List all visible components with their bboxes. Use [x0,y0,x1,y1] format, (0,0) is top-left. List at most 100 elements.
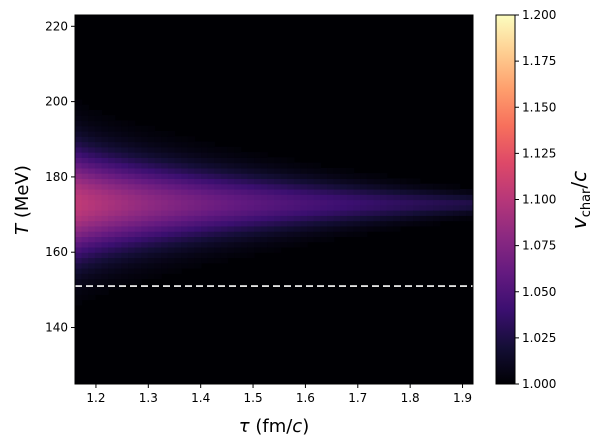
heatmap-cell [393,220,401,227]
heatmap-cell [214,241,222,248]
colorbar-tick-label: 1.150 [522,100,556,114]
heatmap-cell [227,231,235,237]
heatmap-cell [453,183,461,190]
heatmap-cell [274,241,282,248]
heatmap-cell [406,210,414,216]
heatmap-cell [94,120,103,127]
heatmap-cell [234,215,242,222]
x-tick-label: 1.3 [139,391,158,405]
heatmap-cell [81,146,89,153]
heatmap-cell [201,167,209,174]
heatmap-cell [406,194,414,201]
heatmap-cell [254,236,262,243]
heatmap-cell [240,236,249,243]
heatmap-cell [141,220,149,227]
heatmap-cell [81,104,89,111]
heatmap-cell [181,220,189,227]
heatmap-cell [114,215,123,222]
heatmap-cell [154,268,162,274]
heatmap-cell [386,220,394,227]
heatmap-cell [340,167,348,174]
heatmap-cell [406,199,414,206]
heatmap-cell [293,204,302,211]
heatmap-cell [121,194,129,201]
heatmap-cell [346,183,355,190]
heatmap-cell [234,220,242,227]
heatmap-cell [214,231,222,237]
heatmap-cell [274,162,282,169]
heatmap-cell [260,225,268,232]
heatmap-cell [220,188,229,195]
heatmap-cell [274,157,282,164]
heatmap-cell [300,178,308,185]
heatmap-cell [141,152,149,158]
heatmap-cell [108,173,116,180]
heatmap-cell [147,152,156,158]
heatmap-cell [406,188,414,195]
heatmap-cell [240,173,249,180]
heatmap-cell [141,162,149,169]
heatmap-cell [433,215,441,222]
heatmap-cell [267,210,275,216]
heatmap-cell [340,231,348,237]
heatmap-cell [114,273,123,280]
heatmap-cell [114,252,123,259]
heatmap-cell [201,199,209,206]
heatmap-cell [366,204,375,211]
heatmap-cell [293,220,302,227]
heatmap-cell [327,225,335,232]
heatmap-cell [128,278,136,285]
heatmap-cell [320,210,328,216]
heatmap-cell [114,194,123,201]
heatmap-cell [287,194,295,201]
heatmap-cell [360,204,368,211]
heatmap-cell [247,199,255,206]
heatmap-cell [313,220,322,227]
heatmap-cell [141,204,149,211]
heatmap-cell [88,120,96,127]
colorbar-tick-label: 1.200 [522,8,556,22]
heatmap-cell [307,167,315,174]
heatmap-cell [267,215,275,222]
heatmap-cell [380,220,388,227]
heatmap-cell [121,257,129,264]
x-tick-label: 1.8 [401,391,420,405]
heatmap-cell [141,136,149,143]
heatmap-cell [220,173,229,180]
heatmap-cell [227,220,235,227]
heatmap-cell [81,178,89,185]
heatmap-cell [353,188,361,195]
heatmap-cell [101,120,109,127]
heatmap-cell [108,146,116,153]
heatmap-cell [194,146,202,153]
heatmap-cell [400,178,408,185]
heatmap-cell [75,115,83,122]
x-axis-ticks: 1.2 1.3 1.4 1.5 1.6 1.7 1.8 1.9 [86,384,472,405]
colorbar-tick-label: 1.000 [522,377,556,391]
heatmap-cell [167,157,176,164]
heatmap-cell [366,173,375,180]
heatmap-cell [81,125,89,132]
heatmap-cell [400,188,408,195]
heatmap-cell [101,173,109,180]
heatmap-cell [94,210,103,216]
heatmap-cell [174,146,182,153]
heatmap-cell [167,257,176,264]
heatmap-cell [446,188,454,195]
heatmap-cell [108,204,116,211]
heatmap-cell [327,220,335,227]
heatmap-cell [194,231,202,237]
heatmap-cell [134,146,142,153]
heatmap-cell [240,225,249,232]
heatmap-cell [287,178,295,185]
heatmap-cell [333,231,341,237]
heatmap-cell [214,225,222,232]
heatmap-cell [101,125,109,132]
heatmap-cell [360,225,368,232]
heatmap-cell [393,199,401,206]
heatmap-cell [108,167,116,174]
heatmap-cell [366,178,375,185]
heatmap-cell [267,183,275,190]
heatmap-cell [274,225,282,232]
heatmap-cell [75,273,83,280]
